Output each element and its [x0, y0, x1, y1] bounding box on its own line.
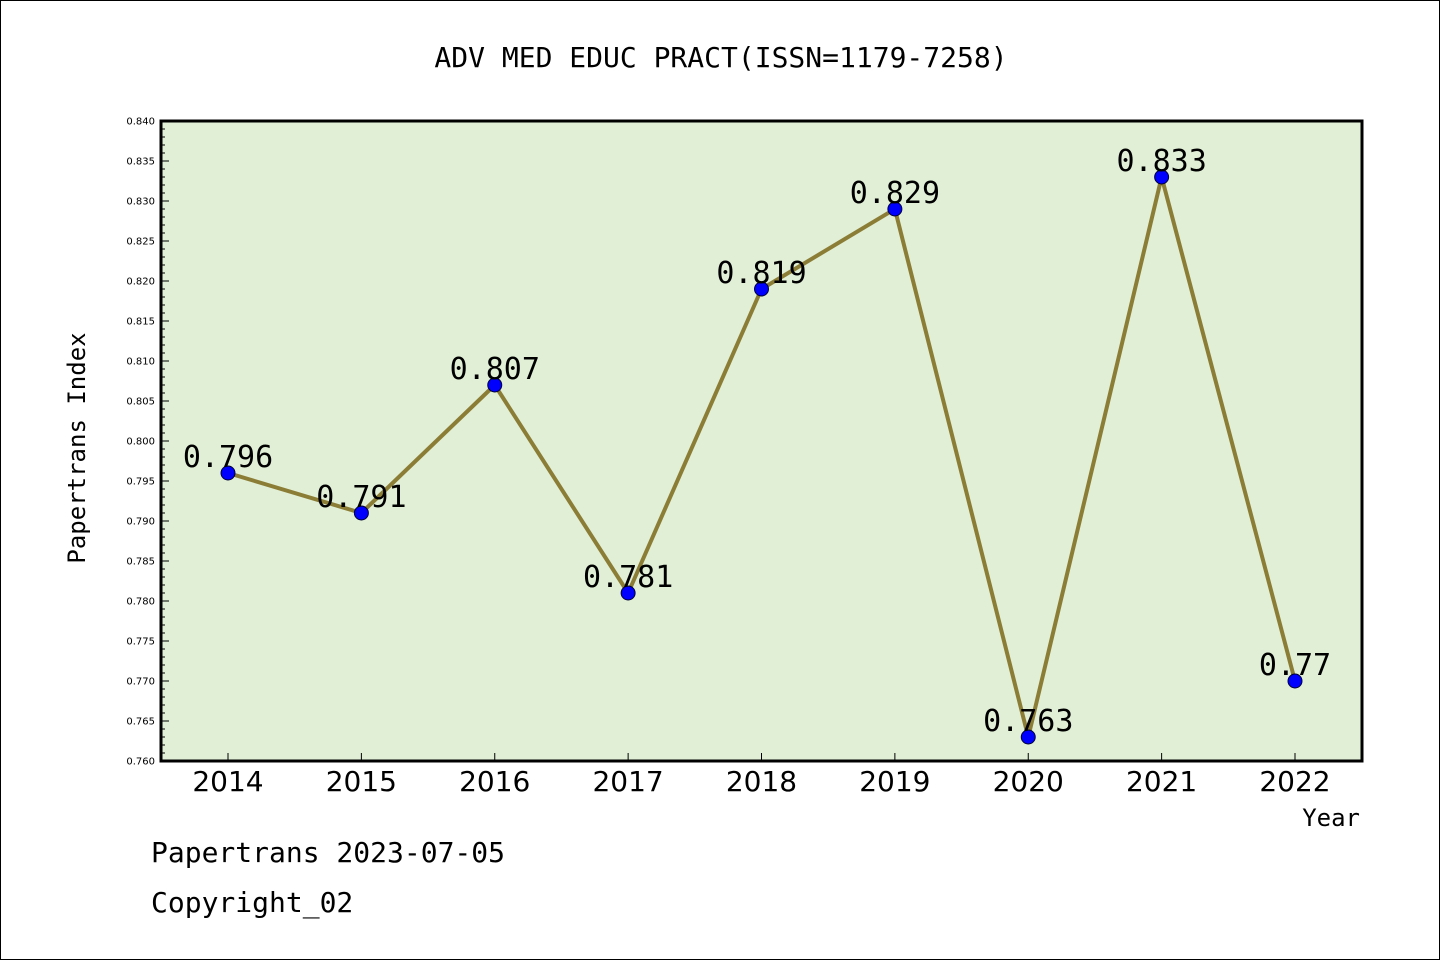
- y-tick-label: 0.815: [126, 317, 155, 328]
- data-point-marker: [620, 585, 636, 601]
- data-point-label: 0.796: [183, 440, 273, 475]
- y-tick-label: 0.835: [126, 157, 155, 168]
- y-tick-label: 0.810: [126, 357, 155, 368]
- y-tick-label: 0.775: [126, 637, 155, 648]
- x-tick-label: 2018: [726, 765, 797, 798]
- data-markers: [220, 169, 1303, 745]
- y-axis-ticks: 0.760 0.765 0.770 0.775 0.780 0.785 0.790 0.795…: [126, 117, 169, 768]
- data-point-marker: [887, 201, 903, 217]
- x-tick-label: 2019: [859, 765, 930, 798]
- chart-title: ADV MED EDUC PRACT(ISSN=1179-7258): [434, 41, 1007, 74]
- data-point-marker: [1154, 169, 1170, 185]
- x-tick-label: 2020: [993, 765, 1064, 798]
- y-tick-label: 0.795: [126, 477, 155, 488]
- y-tick-label: 0.760: [126, 757, 155, 768]
- data-point-marker: [1287, 673, 1303, 689]
- data-point-marker: [754, 281, 769, 297]
- x-tick-label: 2014: [192, 765, 263, 798]
- x-tick-label: 2015: [326, 765, 397, 798]
- y-axis-label: Papertrans Index: [63, 332, 91, 563]
- y-tick-label: 0.805: [126, 397, 155, 408]
- y-tick-label: 0.830: [126, 197, 155, 208]
- y-tick-label: 0.840: [126, 117, 155, 128]
- x-tick-label: 2016: [459, 765, 530, 798]
- x-axis-label: Year: [1302, 804, 1360, 832]
- data-point-label: 0.763: [983, 704, 1073, 739]
- y-tick-label: 0.790: [126, 517, 155, 528]
- x-tick-label: 2021: [1126, 765, 1197, 798]
- x-tick-label: 2017: [592, 765, 663, 798]
- data-point-label: 0.833: [1116, 144, 1206, 179]
- data-labels: 0.796 0.791 0.807 0.781 0.819 0.829 0.763 0.833…: [183, 144, 1331, 739]
- data-point-marker: [220, 465, 236, 481]
- y-tick-label: 0.765: [126, 717, 155, 728]
- data-point-marker: [1020, 729, 1036, 745]
- data-point-label: 0.77: [1259, 648, 1331, 683]
- data-point-label: 0.829: [850, 176, 940, 211]
- x-tick-label: 2022: [1259, 765, 1330, 798]
- data-point-marker: [487, 377, 503, 393]
- footer-copyright: Copyright_02: [151, 886, 354, 919]
- y-tick-label: 0.825: [126, 237, 155, 248]
- plot-area: [159, 119, 1364, 763]
- footer-date: Papertrans 2023-07-05: [151, 836, 506, 869]
- data-point-label: 0.781: [583, 560, 673, 595]
- data-point-marker: [353, 505, 369, 521]
- y-tick-label: 0.770: [126, 677, 155, 688]
- y-tick-label: 0.800: [126, 437, 155, 448]
- y-tick-label: 0.785: [126, 557, 155, 568]
- data-point-label: 0.807: [450, 352, 540, 387]
- y-tick-label: 0.780: [126, 597, 155, 608]
- data-point-label: 0.791: [316, 480, 406, 515]
- x-axis-ticks: 2014 2015 2016 2017 2018 2019 2020 2021 2022: [192, 753, 1331, 798]
- data-point-label: 0.819: [716, 256, 806, 291]
- y-tick-label: 0.820: [126, 277, 155, 288]
